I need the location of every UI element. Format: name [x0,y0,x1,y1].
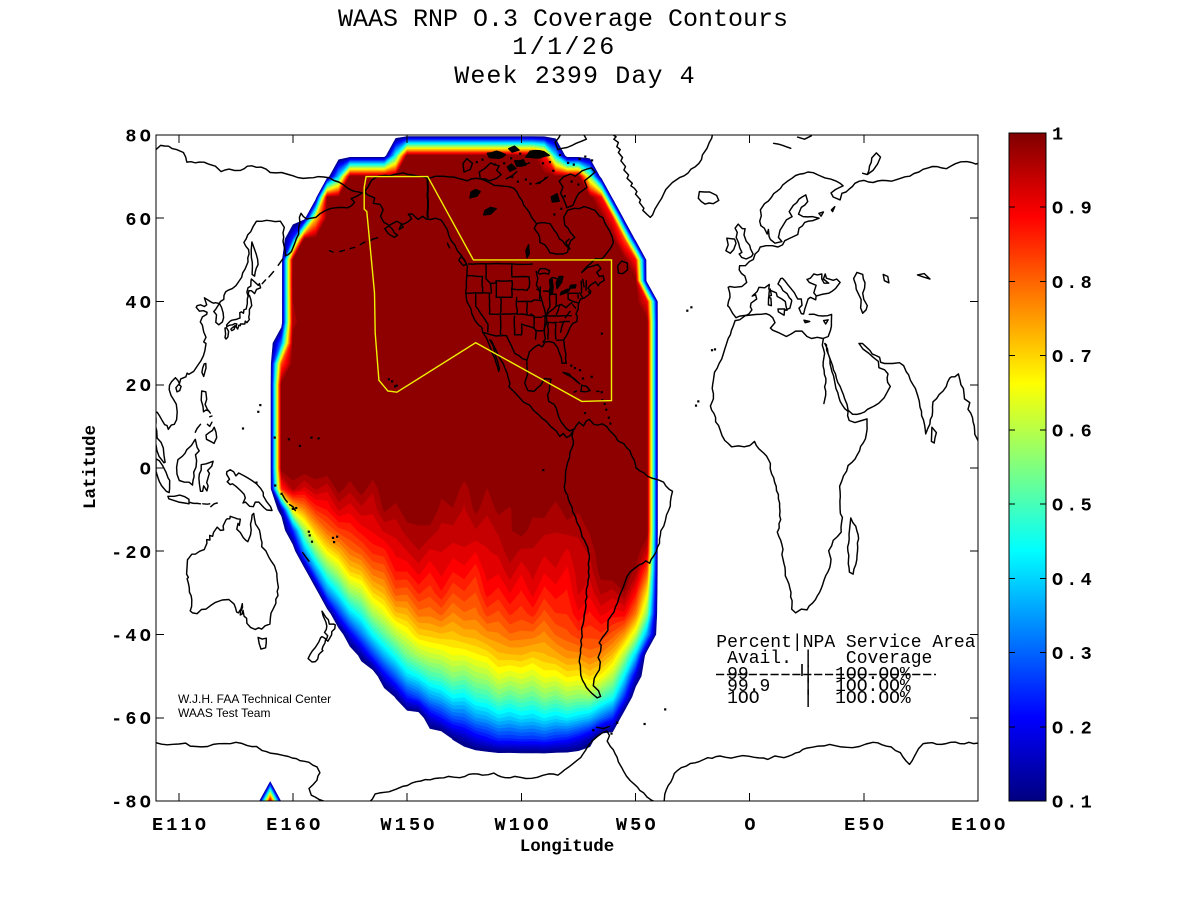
svg-text:2O: 2O [125,376,154,397]
svg-text:4O: 4O [125,293,154,314]
svg-text:W15O: W15O [380,815,437,836]
svg-text:O.7: O.7 [1052,347,1095,368]
svg-text:W.J.H. FAA Technical Center: W.J.H. FAA Technical Center [178,692,331,706]
svg-text:1OO | 1OO.OO%: 1OO | 1OO.OO% [716,689,911,709]
svg-text:E11O: E11O [152,815,209,836]
svg-text:WAAS Test Team: WAAS Test Team [178,706,270,720]
svg-text:O.1: O.1 [1052,793,1095,814]
svg-text:O.3: O.3 [1052,644,1095,665]
svg-text:O.9: O.9 [1052,199,1095,220]
svg-text:WAAS RNP O.3 Coverage Contours: WAAS RNP O.3 Coverage Contours [338,5,788,34]
svg-text:1/1/26: 1/1/26 [512,33,616,62]
svg-text:E5O: E5O [844,815,887,836]
svg-text:-4O: -4O [111,626,154,647]
svg-text:-2O: -2O [111,543,154,564]
svg-text:W1OO: W1OO [494,815,551,836]
svg-text:E16O: E16O [266,815,323,836]
svg-text:Latitude: Latitude [81,425,101,509]
svg-text:Week 2399 Day 4: Week 2399 Day 4 [454,62,696,91]
svg-text:O: O [140,460,154,481]
svg-text:O.6: O.6 [1052,421,1095,442]
svg-text:8O: 8O [125,127,154,148]
svg-text:O.8: O.8 [1052,273,1095,294]
svg-text:99.9 | 1OO.OO%: 99.9 | 1OO.OO% [716,677,911,697]
svg-text:-8O: -8O [111,793,154,814]
svg-text:O.2: O.2 [1052,718,1095,739]
svg-text:Longitude: Longitude [520,837,615,857]
svg-text:E1OO: E1OO [951,815,1008,836]
svg-text:O.5: O.5 [1052,496,1095,517]
svg-text:Percent|NPA Service Area: Percent|NPA Service Area [716,633,975,653]
svg-text:O: O [744,815,758,836]
svg-text:O.4: O.4 [1052,570,1095,591]
svg-text:1: 1 [1052,125,1066,146]
svg-text:W5O: W5O [616,815,659,836]
svg-text:99 | 1OO.OO%: 99 | 1OO.OO% [716,665,911,685]
svg-text:Avail. | Coverage: Avail. | Coverage [716,649,932,669]
svg-text:-6O: -6O [111,709,154,730]
svg-text:6O: 6O [125,210,154,231]
